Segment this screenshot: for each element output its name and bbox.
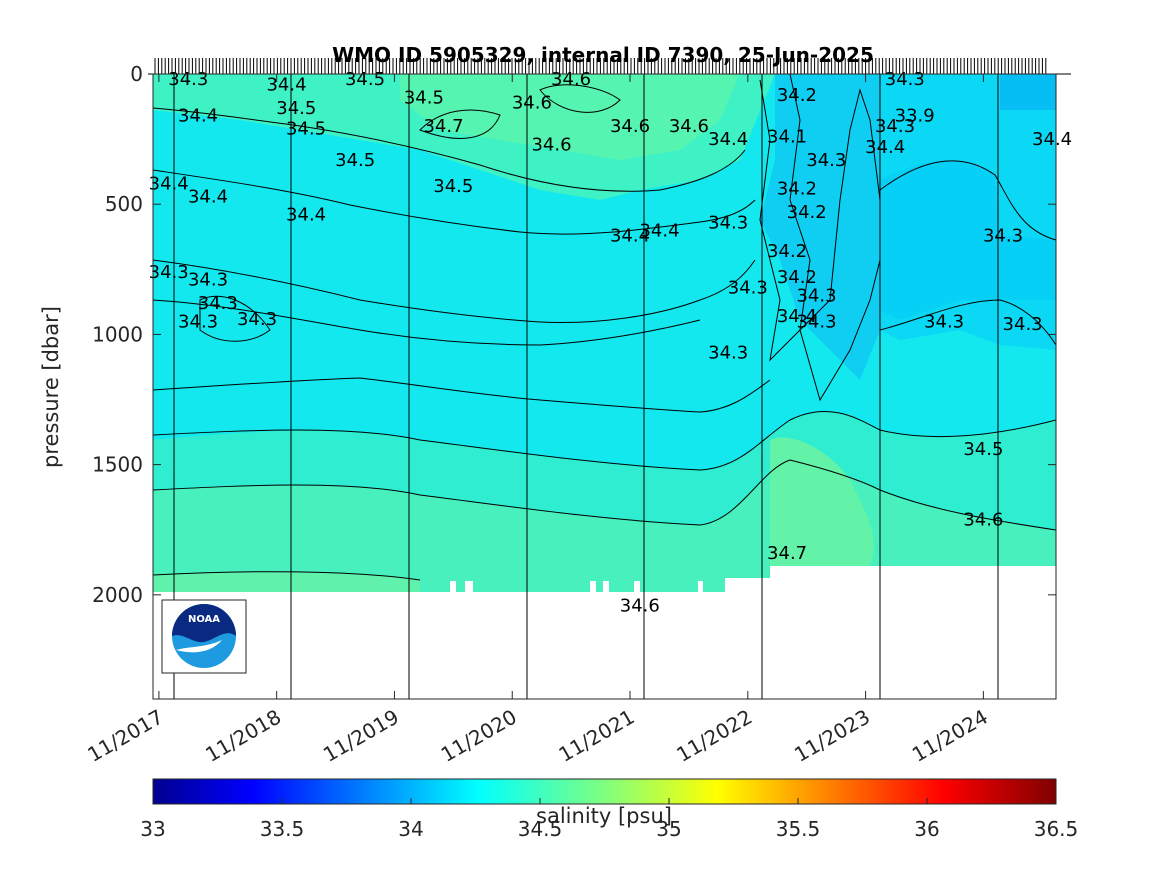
contour-label: 34.3: [178, 311, 218, 332]
x-tick-label: 11/2022: [672, 705, 756, 767]
contour-label: 34.4: [777, 306, 817, 327]
colorbar: 33 33.5 34 34.5 35 35.5 36 36.5 salinity [psu]: [140, 778, 1078, 841]
y-tick-label: 1500: [92, 453, 143, 477]
contour-label: 34.3: [983, 226, 1023, 247]
contour-label: 34.6: [620, 595, 660, 616]
contour-label: 34.6: [512, 93, 552, 114]
noaa-logo: NOAA: [161, 599, 247, 674]
contour-label: 34.6: [531, 134, 571, 155]
contour-label: 34.3: [875, 116, 915, 137]
contour-label: 34.3: [885, 69, 925, 90]
contour-label: 34.4: [865, 137, 905, 158]
y-tick-label: 500: [105, 192, 143, 216]
contour-label: 33.9: [895, 106, 935, 127]
contour-label: 34.3: [149, 262, 189, 283]
contour-label: 34.5: [335, 150, 375, 171]
contour-label: 34.3: [708, 212, 748, 233]
contour-label: 34.6: [610, 116, 650, 137]
contour-label: 34.5: [286, 119, 326, 140]
contour-label: 34.4: [639, 220, 679, 241]
y-axis-label: pressure [dbar]: [39, 306, 63, 468]
contour-labels: 34.334.434.434.534.534.534.534.534.734.5…: [149, 69, 1072, 616]
x-tick-label: 11/2023: [790, 705, 874, 767]
contour-label: 34.5: [963, 439, 1003, 460]
x-tick-label: 11/2020: [437, 705, 521, 767]
x-tick-label: 11/2017: [83, 705, 167, 767]
contour-label: 34.3: [168, 69, 208, 90]
x-tick-label: 11/2024: [908, 705, 992, 767]
contour-label: 34.3: [188, 270, 228, 291]
colorbar-gradient: [152, 778, 1057, 805]
colorbar-tick-label: 36: [914, 817, 939, 841]
contour-label: 34.4: [1032, 129, 1072, 150]
contour-label: 34.3: [198, 293, 238, 314]
contour-label: 34.2: [777, 267, 817, 288]
contour-label: 34.6: [669, 116, 709, 137]
contour-label: 34.2: [777, 179, 817, 200]
y-axis: 0 500 1000 1500 2000: [92, 62, 1056, 607]
y-tick-label: 2000: [92, 583, 143, 607]
contour-label: 34.4: [610, 226, 650, 247]
x-tick-label: 11/2018: [201, 705, 285, 767]
chart-title: WMO ID 5905329, internal ID 7390, 25-Jun…: [332, 43, 874, 67]
contour-label: 34.3: [796, 285, 836, 306]
contour-label: 34.5: [433, 176, 473, 197]
x-tick-label: 11/2021: [555, 705, 639, 767]
contour-label: 34.2: [767, 241, 807, 262]
contour-label: 34.5: [404, 87, 444, 108]
contour-label: 34.4: [149, 173, 189, 194]
year-lines: [173, 74, 999, 699]
contour-label: 34.6: [963, 509, 1003, 530]
colorbar-ticks: 33 33.5 34 34.5 35 35.5 36 36.5: [140, 798, 1078, 841]
contour-label: 34.3: [728, 278, 768, 299]
plot-area: [153, 74, 1056, 699]
y-tick-label: 0: [130, 62, 143, 86]
colorbar-tick-label: 34: [398, 817, 423, 841]
contour-label: 34.5: [276, 98, 316, 119]
x-tick-label: 11/2019: [319, 705, 403, 767]
contour-label: 34.1: [767, 127, 807, 148]
contour-label: 34.6: [551, 69, 591, 90]
contour-label: 34.3: [924, 311, 964, 332]
contour-label: 34.3: [806, 150, 846, 171]
contour-label: 34.4: [178, 106, 218, 127]
contour-label: 34.2: [777, 85, 817, 106]
contour-label: 34.3: [796, 311, 836, 332]
colorbar-label: salinity [psu]: [536, 804, 672, 828]
colorbar-tick-label: 35: [656, 817, 681, 841]
contour-label: 34.4: [188, 186, 228, 207]
contour-label: 34.4: [708, 129, 748, 150]
colorbar-tick-label: 35.5: [776, 817, 821, 841]
y-tick-label: 1000: [92, 322, 143, 346]
contour-lines: [153, 74, 1056, 581]
contour-label: 34.3: [708, 343, 748, 364]
colorbar-tick-label: 36.5: [1034, 817, 1079, 841]
colorbar-tick-label: 34.5: [518, 817, 563, 841]
contour-label: 34.3: [237, 309, 277, 330]
contour-label: 34.4: [286, 205, 326, 226]
contour-label: 34.7: [423, 116, 463, 137]
colorbar-tick-label: 33.5: [260, 817, 305, 841]
contour-label: 34.7: [767, 543, 807, 564]
contour-label: 34.3: [1003, 314, 1043, 335]
contour-label: 34.5: [345, 69, 385, 90]
svg-text:NOAA: NOAA: [188, 614, 220, 625]
axes-box: [152, 73, 1057, 700]
contour-label: 34.2: [787, 202, 827, 223]
colorbar-tick-label: 33: [140, 817, 165, 841]
contour-label: 34.4: [266, 74, 306, 95]
